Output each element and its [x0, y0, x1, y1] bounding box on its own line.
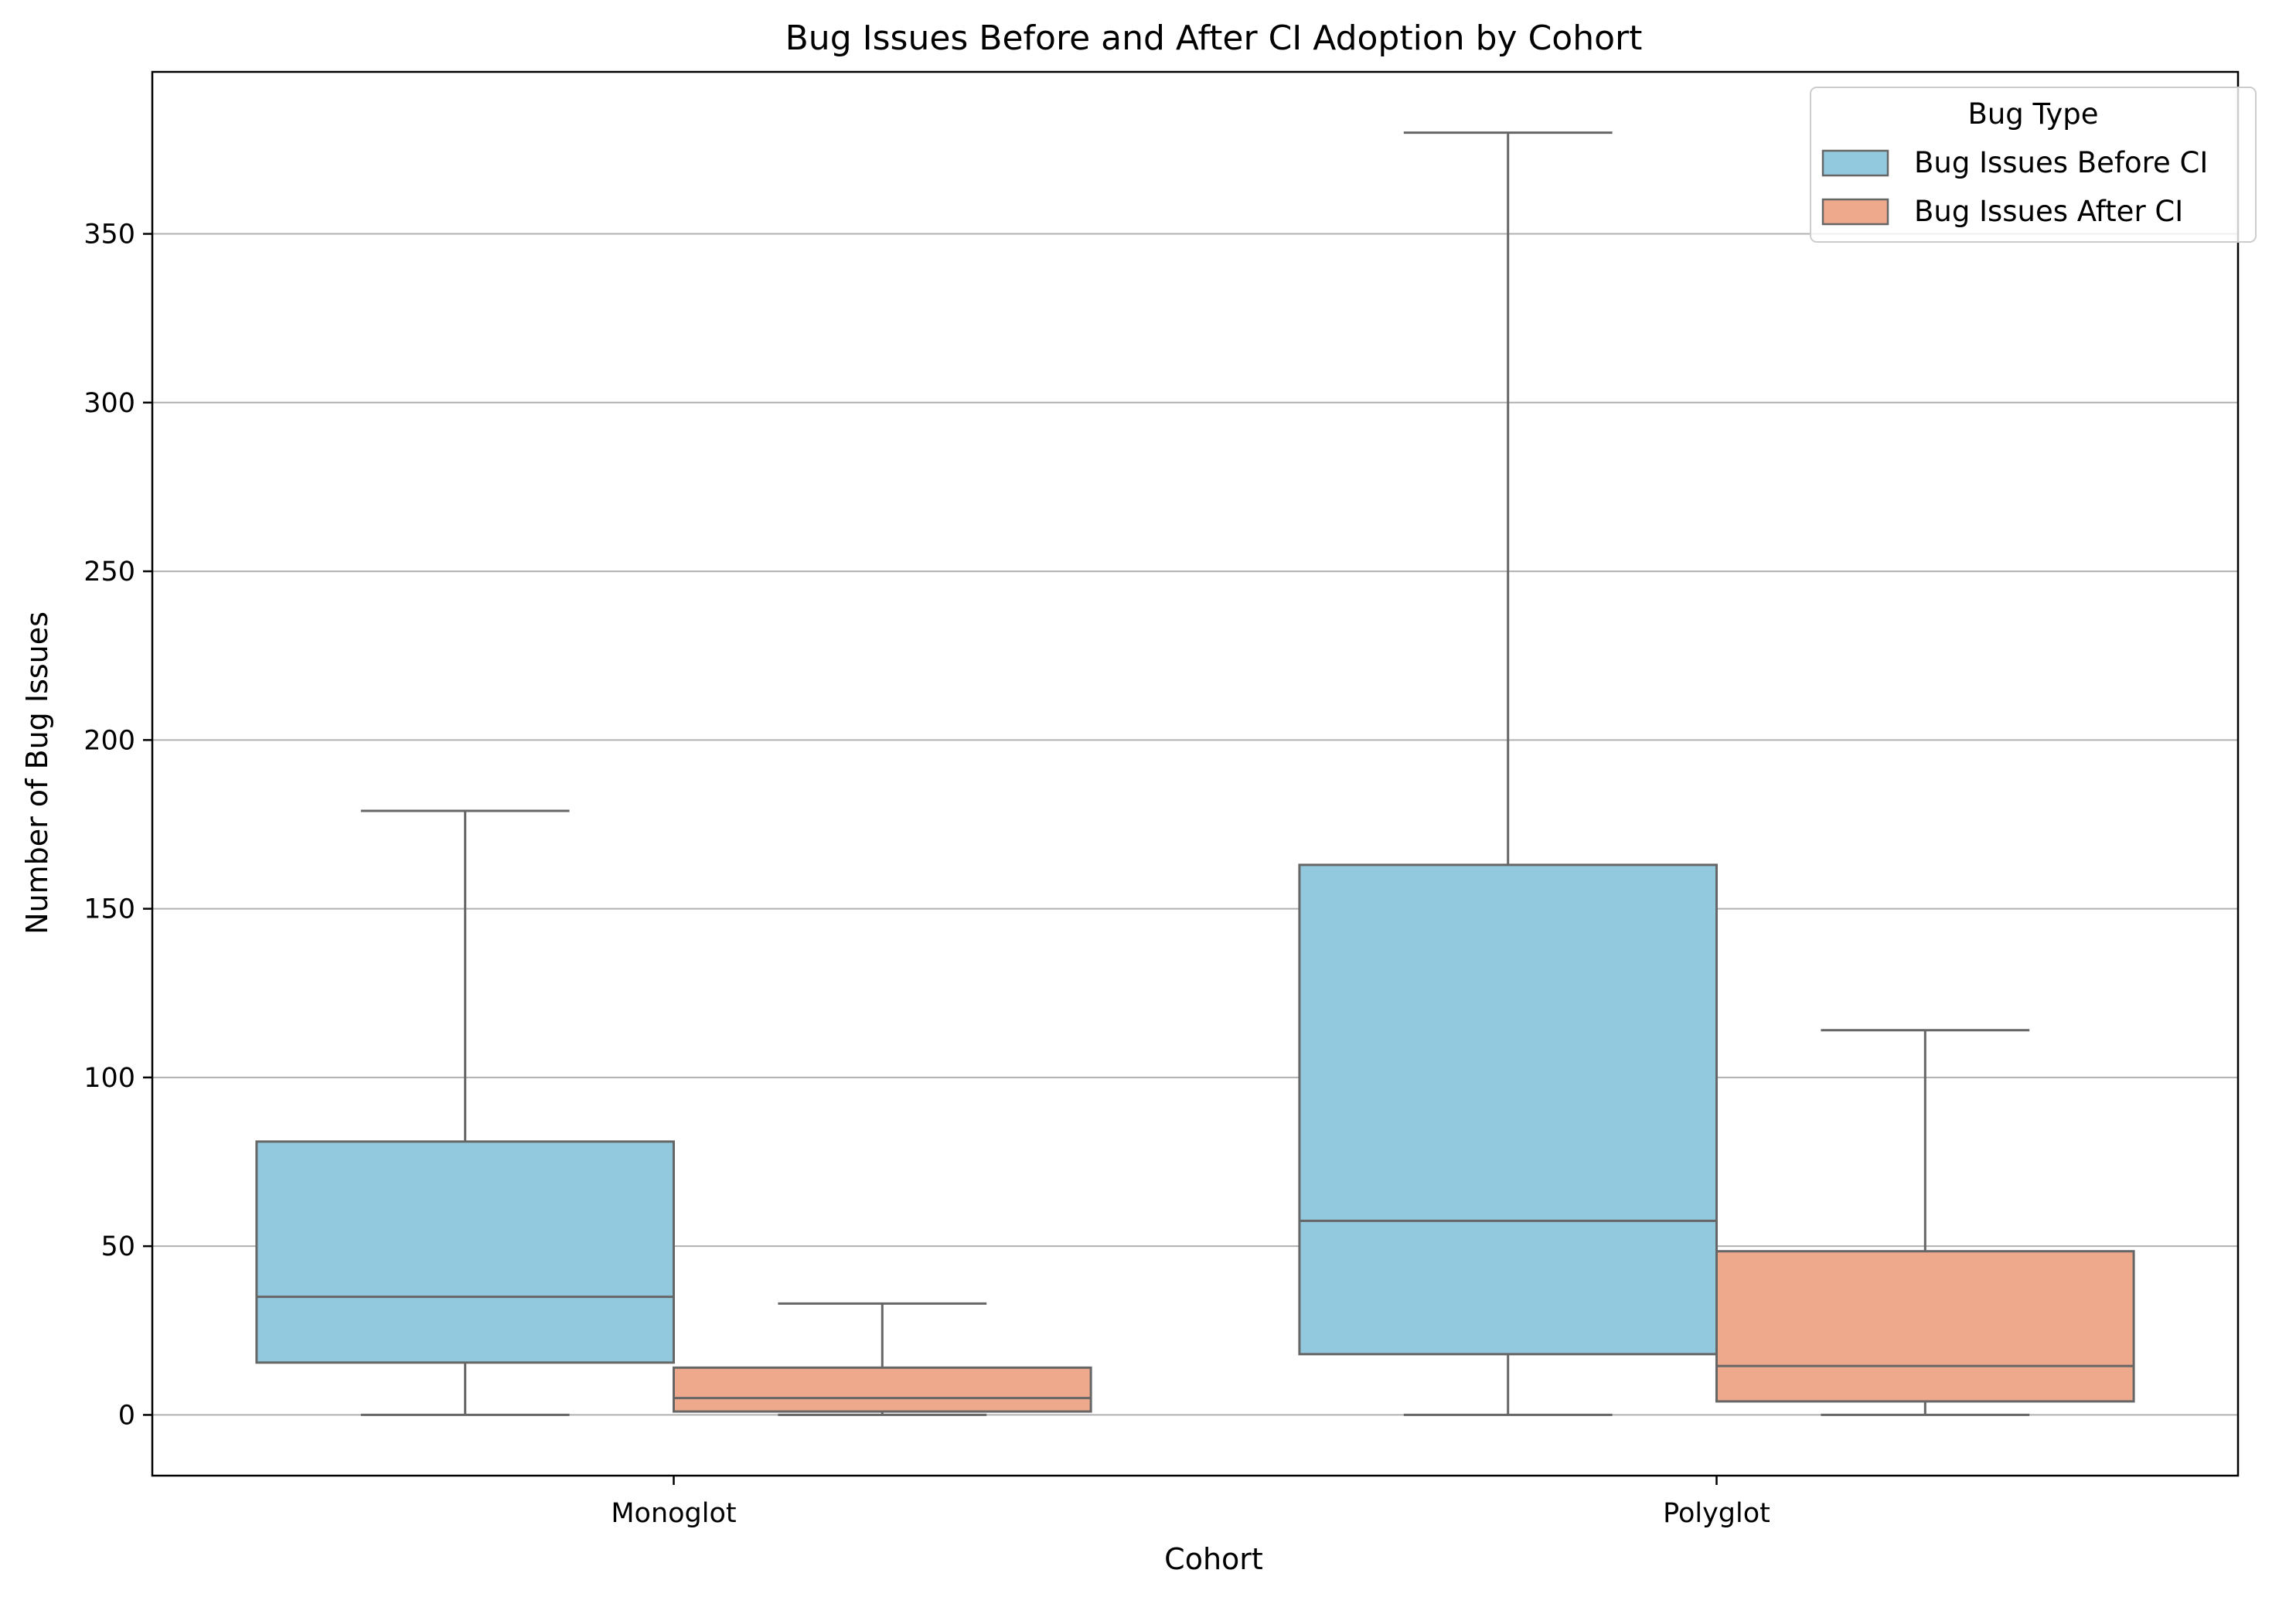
iqr-box	[673, 1366, 1092, 1413]
iqr-box	[255, 1140, 675, 1364]
y-tick-label-0: 0	[118, 1400, 135, 1431]
iqr-box	[1298, 863, 1718, 1356]
box-bug-issues-after-ci-monoglot	[673, 1302, 1092, 1416]
legend-label-after-ci: Bug Issues After CI	[1914, 195, 2183, 228]
chart-title: Bug Issues Before and After CI Adoption …	[785, 19, 1643, 58]
y-tick-label-50: 50	[100, 1231, 135, 1262]
y-tick-label-350: 350	[83, 220, 135, 250]
x-axis-ticks: Monoglot Polyglot	[611, 1476, 1770, 1529]
plot-frame	[151, 70, 2240, 1477]
box-bug-issues-before-ci-monoglot	[255, 809, 675, 1416]
legend-label-before-ci: Bug Issues Before CI	[1914, 146, 2208, 179]
box-series	[255, 131, 2135, 1416]
x-axis-label: Cohort	[1164, 1542, 1263, 1576]
legend: Bug Type Bug Issues Before CI Bug Issues…	[1810, 87, 2257, 243]
y-tick-label-150: 150	[83, 894, 135, 925]
legend-swatch-before-ci	[1821, 149, 1889, 177]
y-tick-label-300: 300	[83, 388, 135, 419]
iqr-box	[1715, 1250, 2135, 1403]
box-bug-issues-after-ci-polyglot	[1715, 1029, 2135, 1416]
x-tick-label-monoglot: Monoglot	[611, 1498, 736, 1529]
y-tick-label-100: 100	[83, 1063, 135, 1094]
box-bug-issues-before-ci-polyglot	[1298, 131, 1718, 1416]
x-tick-label-polyglot: Polyglot	[1663, 1498, 1770, 1529]
y-axis-ticks: 0 50 100 150 200 250 300 350	[83, 220, 152, 1431]
legend-title: Bug Type	[1967, 97, 2098, 131]
legend-frame	[1810, 87, 2257, 243]
legend-swatch-after-ci	[1821, 198, 1889, 226]
y-tick-label-250: 250	[83, 557, 135, 587]
y-tick-label-200: 200	[83, 725, 135, 756]
y-axis-label: Number of Bug Issues	[20, 611, 54, 935]
